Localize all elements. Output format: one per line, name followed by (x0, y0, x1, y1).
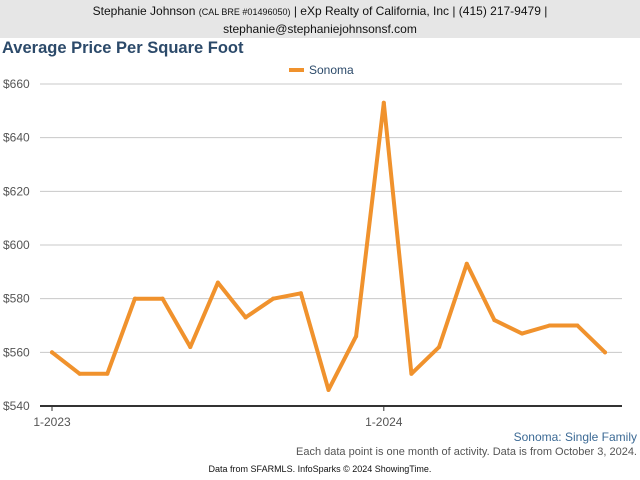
y-tick-label: $560 (3, 345, 30, 359)
y-tick-label: $580 (3, 292, 30, 306)
data-point (271, 296, 276, 301)
chart-legend: Sonoma (289, 62, 354, 78)
data-point (132, 296, 137, 301)
data-point (603, 350, 607, 355)
data-point (409, 371, 414, 376)
x-tick-label: 1-2024 (365, 415, 403, 429)
y-tick-label: $600 (3, 238, 30, 252)
data-point (492, 318, 497, 323)
legend-label: Sonoma (309, 63, 354, 77)
data-source: Data from SFARMLS. InfoSparks © 2024 Sho… (208, 464, 432, 474)
y-tick-label: $660 (3, 77, 30, 91)
data-point (354, 334, 359, 339)
data-point (50, 350, 54, 355)
data-point (520, 331, 525, 336)
data-point (575, 323, 580, 328)
data-point (215, 280, 220, 285)
agent-name: Stephanie Johnson (92, 4, 196, 18)
chart-subtitle: Sonoma: Single Family (513, 430, 637, 444)
y-tick-label: $640 (3, 131, 30, 145)
data-point (188, 344, 193, 349)
company-info: | eXp Realty of California, Inc | (415) … (293, 4, 548, 18)
data-point (160, 296, 165, 301)
agent-license: (CAL BRE #01496050) (198, 7, 291, 17)
data-point (547, 323, 552, 328)
data-point (243, 315, 248, 320)
agent-header: Stephanie Johnson (CAL BRE #01496050) | … (0, 0, 640, 38)
y-tick-label: $540 (3, 399, 30, 413)
header-line-1: Stephanie Johnson (CAL BRE #01496050) | … (0, 3, 640, 21)
data-point (298, 291, 303, 296)
x-tick-label: 1-2023 (33, 415, 71, 429)
data-point (437, 344, 442, 349)
data-point (326, 387, 331, 392)
data-point (464, 261, 469, 266)
legend-swatch (289, 68, 304, 72)
chart-title: Average Price Per Square Foot (2, 39, 244, 57)
series-line-sonoma (50, 100, 607, 392)
data-point (381, 100, 386, 105)
agent-email: stephanie@stephaniejohnsonsf.com (223, 22, 417, 36)
y-tick-label: $620 (3, 184, 30, 198)
data-point (77, 371, 82, 376)
data-footnote: Each data point is one month of activity… (296, 446, 637, 458)
data-point (105, 371, 110, 376)
